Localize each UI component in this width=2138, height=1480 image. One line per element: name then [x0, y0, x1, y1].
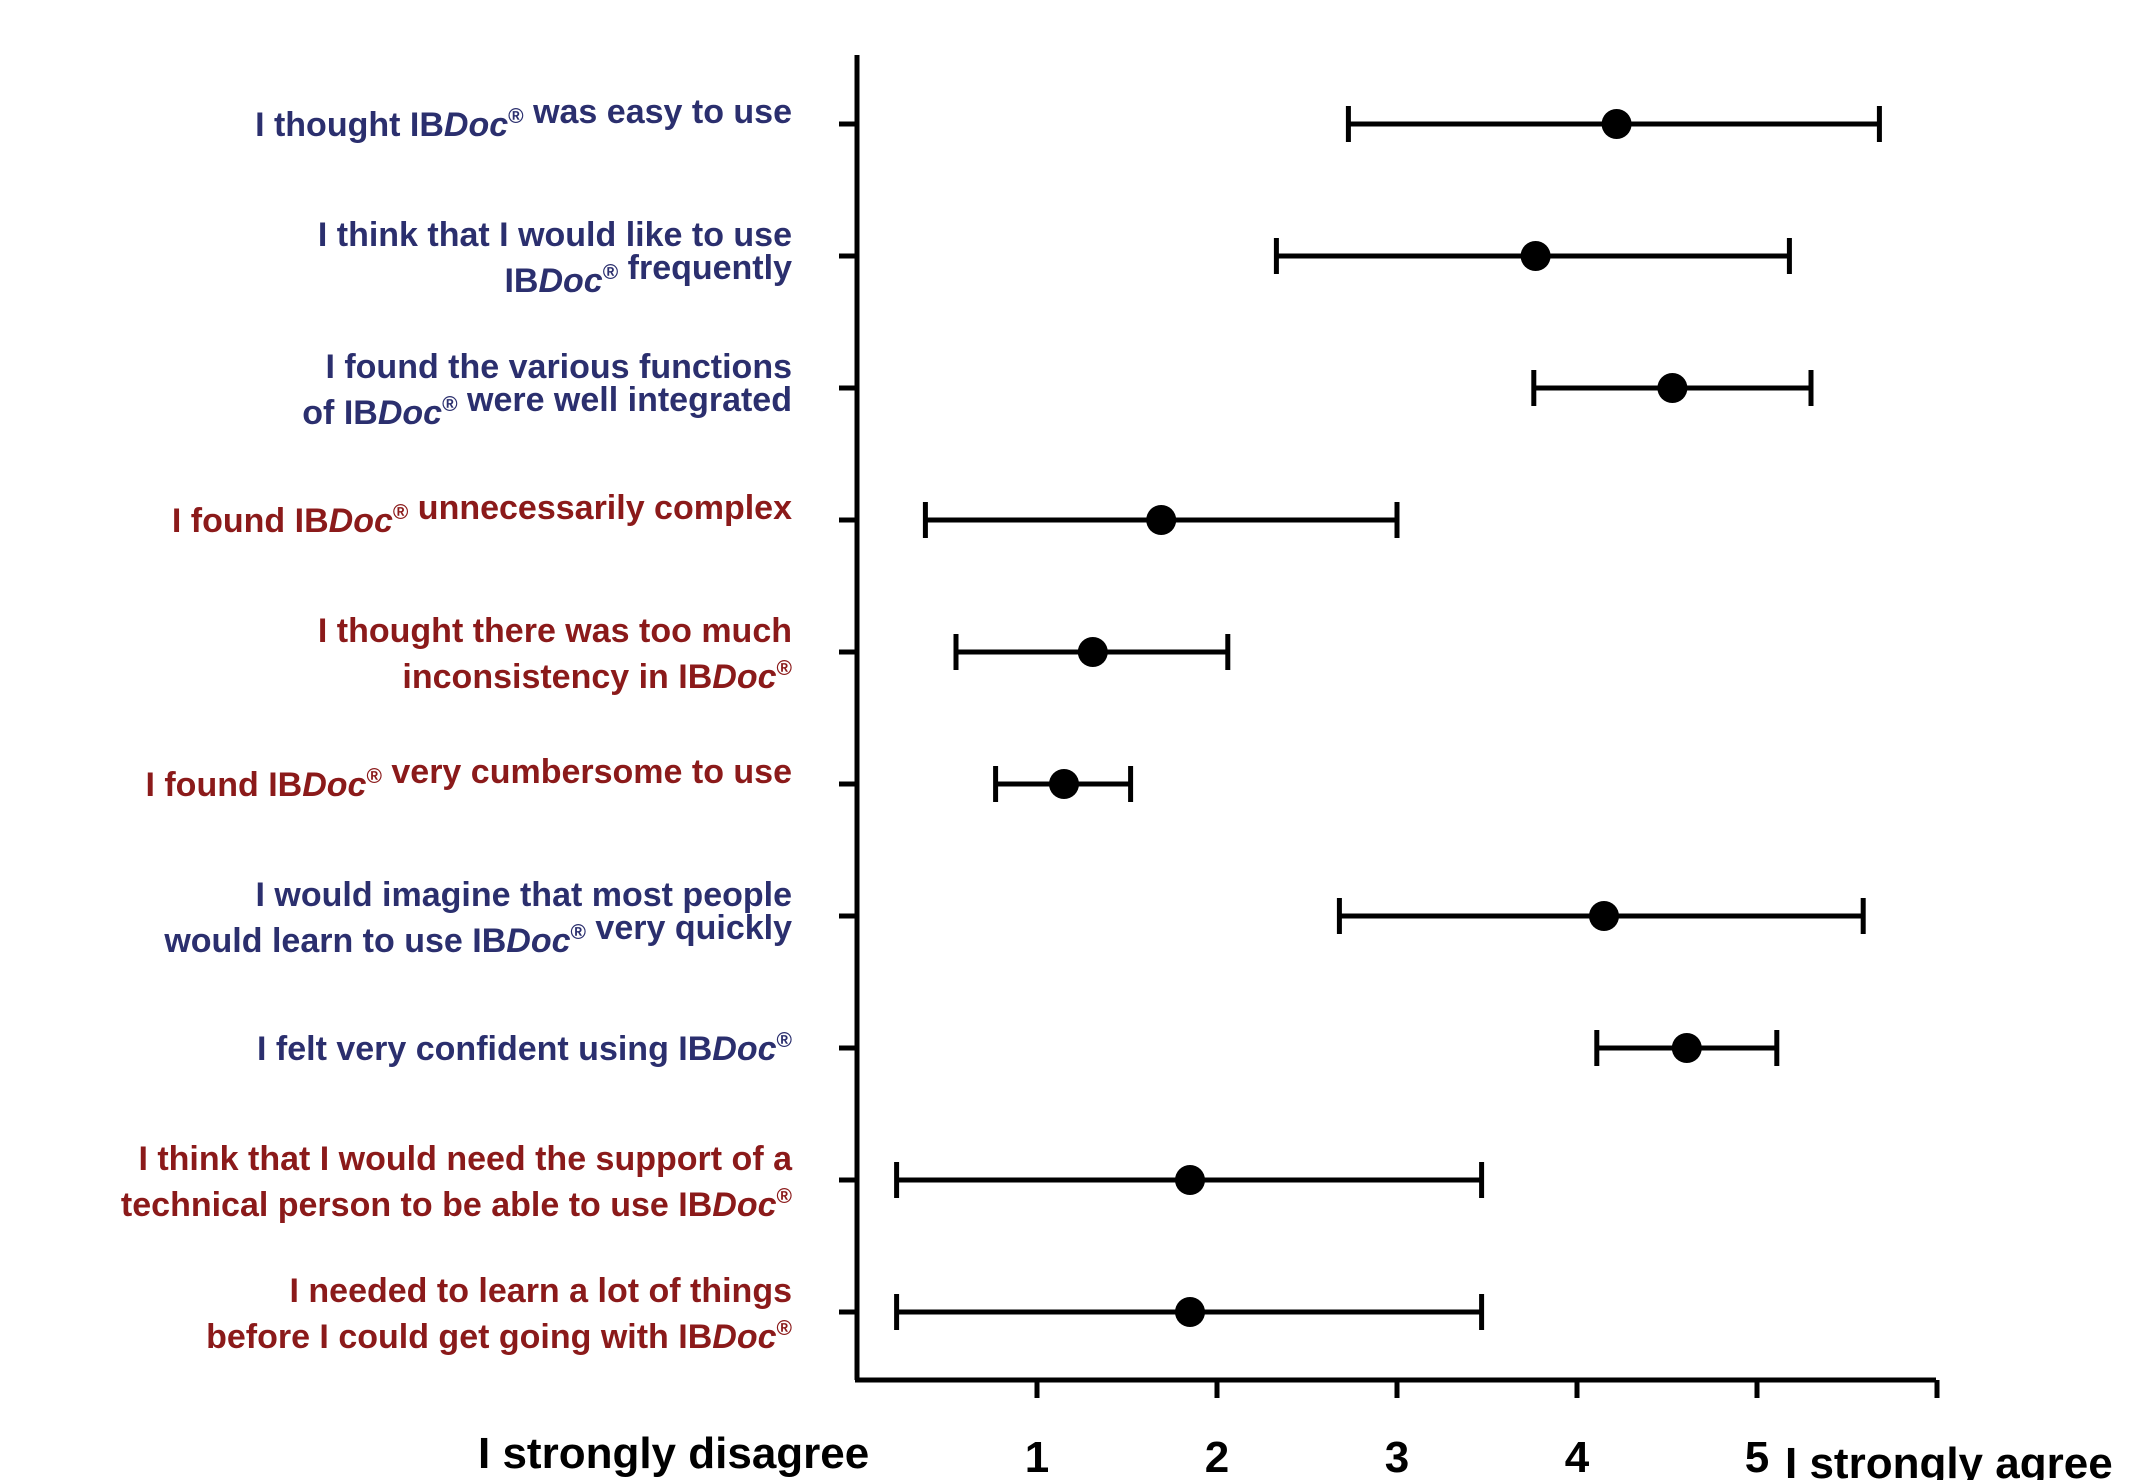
mean-point-2: [1520, 241, 1551, 271]
x-tick-label-5: 5: [1745, 1433, 1769, 1480]
item-label-3-line-1: I found the various functions: [325, 348, 792, 386]
item-label-7-line-2: would learn to use IBDoc® very quickly: [163, 909, 792, 960]
item-label-9-line-2: technical person to be able to use IBDoc…: [121, 1185, 793, 1224]
x-tick-label-3: 3: [1385, 1433, 1409, 1480]
item-label-1-line-1: I thought IBDoc® was easy to use: [255, 93, 792, 144]
x-tick-label-1: 1: [1025, 1433, 1049, 1480]
item-label-10-line-2: before I could get going with IBDoc®: [206, 1317, 792, 1356]
mean-point-1: [1601, 109, 1632, 139]
item-label-3-line-2: of IBDoc® were well integrated: [302, 381, 792, 432]
x-tick-label-4: 4: [1565, 1433, 1590, 1480]
mean-point-4: [1146, 505, 1177, 535]
mean-point-6: [1049, 769, 1079, 799]
mean-point-7: [1589, 901, 1619, 931]
item-label-2-line-1: I think that I would like to use: [318, 216, 792, 254]
item-label-5-line-2: inconsistency in IBDoc®: [402, 657, 792, 696]
item-label-4-line-1: I found IBDoc® unnecessarily complex: [172, 489, 792, 540]
chart-marks: 1 2 3 4 5 I thought IBDoc® was easy to use I t…: [121, 93, 1940, 1480]
item-label-7-line-1: I would imagine that most people: [256, 876, 792, 914]
item-label-5-line-1: I thought there was too much: [318, 612, 792, 650]
item-label-6-line-1: I found IBDoc® very cumbersome to use: [145, 753, 792, 804]
mean-point-5: [1077, 637, 1108, 667]
mean-point-8: [1671, 1033, 1702, 1063]
item-label-9-line-1: I think that I would need the support of…: [138, 1140, 793, 1178]
item-label-8-line-1: I felt very confident using IBDoc®: [257, 1029, 793, 1068]
item-label-2-line-2: IBDoc® frequently: [504, 249, 792, 300]
x-end-label-right: I strongly agree: [1785, 1439, 2113, 1480]
x-end-label-left: I strongly disagree: [478, 1429, 869, 1478]
item-label-10-line-1: I needed to learn a lot of things: [290, 1272, 792, 1310]
mean-point-9: [1175, 1165, 1205, 1195]
mean-point-10: [1175, 1297, 1205, 1327]
mean-point-3: [1657, 373, 1688, 403]
x-tick-label-2: 2: [1205, 1433, 1229, 1480]
